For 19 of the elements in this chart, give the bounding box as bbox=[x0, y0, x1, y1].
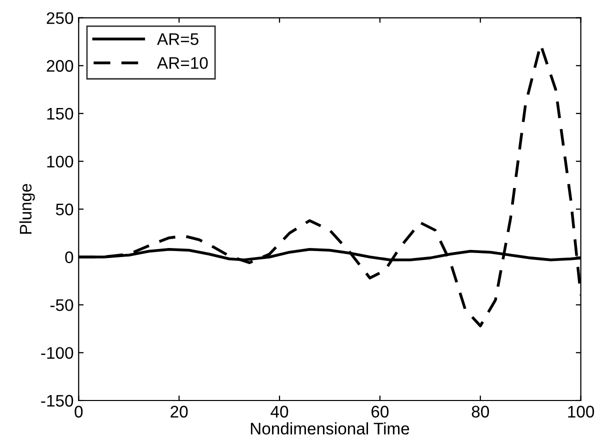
y-tick-label: 100 bbox=[47, 156, 74, 168]
x-tick-label: 0 bbox=[74, 406, 83, 418]
y-tick-label: 0 bbox=[65, 251, 74, 264]
x-tick-label: 60 bbox=[372, 406, 389, 418]
y-tick-label: 150 bbox=[47, 108, 74, 120]
y-tick-label: 200 bbox=[46, 60, 74, 72]
y-axis-title: Plunge bbox=[19, 184, 35, 234]
x-tick-label: 100 bbox=[568, 406, 594, 418]
x-axis-title: Nondimensional Time bbox=[250, 422, 410, 435]
legend-label: AR=10 bbox=[157, 57, 208, 69]
legend-label: AR=5 bbox=[157, 33, 198, 46]
x-tick-label: 20 bbox=[170, 406, 188, 418]
x-tick-label: 40 bbox=[270, 406, 288, 418]
y-tick-label: 250 bbox=[46, 12, 74, 24]
y-tick-label: -150 bbox=[41, 394, 74, 407]
y-tick-label: -100 bbox=[41, 347, 74, 359]
x-tick-label: 80 bbox=[472, 406, 489, 418]
y-tick-label: 50 bbox=[56, 204, 74, 216]
y-tick-label: -50 bbox=[50, 299, 74, 312]
